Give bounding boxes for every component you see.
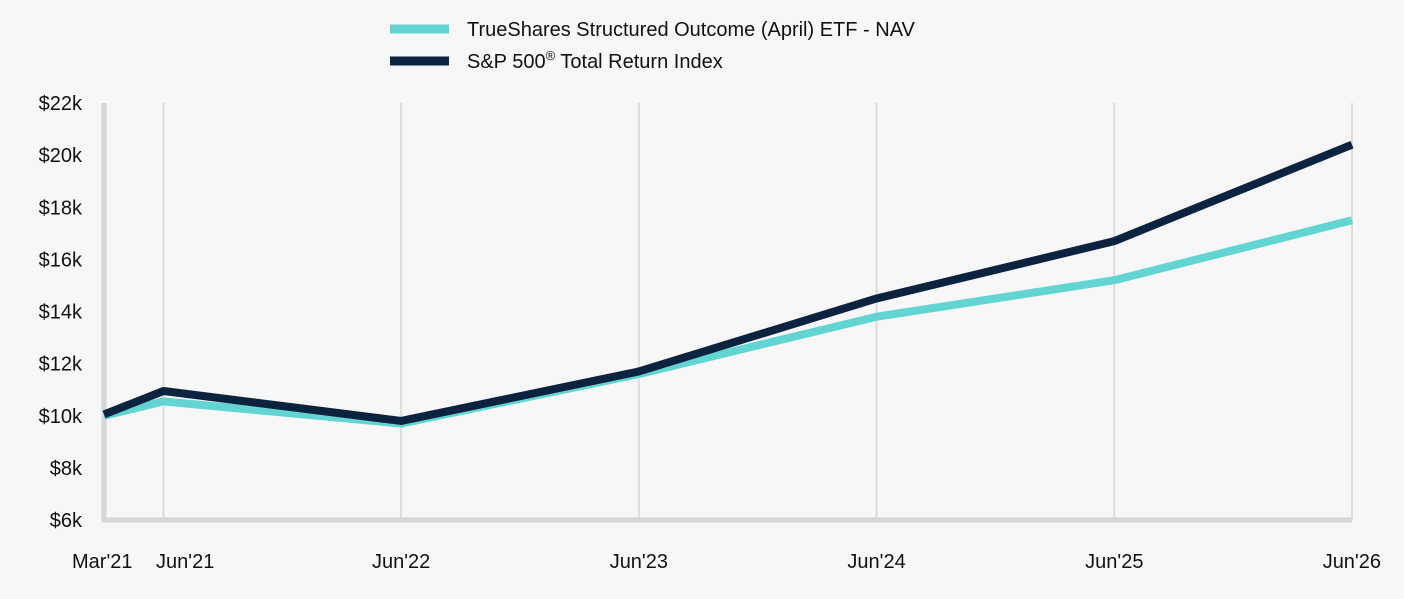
- legend-item-sp500: S&P 500® Total Return Index: [390, 48, 723, 73]
- x-tick-label: Jun'21: [156, 551, 214, 573]
- x-tick-label: Jun'23: [610, 551, 668, 573]
- series-lines: [102, 140, 1354, 428]
- legend-item-trueshares: TrueShares Structured Outcome (April) ET…: [390, 19, 916, 41]
- legend-label-sp500: S&P 500® Total Return Index: [467, 48, 723, 73]
- x-tick-label: Jun'26: [1323, 551, 1381, 573]
- series-line-0: [103, 216, 1353, 428]
- y-tick-label: $16k: [39, 249, 83, 271]
- legend: TrueShares Structured Outcome (April) ET…: [390, 19, 916, 73]
- legend-label-sp500-rest: Total Return Index: [555, 51, 723, 73]
- x-tick-label: Mar'21: [72, 551, 133, 573]
- y-tick-label: $22k: [39, 93, 83, 115]
- x-tick-label: Jun'24: [847, 551, 905, 573]
- x-tick-label: Jun'25: [1085, 551, 1143, 573]
- y-tick-label: $14k: [39, 302, 83, 324]
- y-tick-label: $18k: [39, 197, 83, 219]
- series-line-1: [102, 140, 1354, 425]
- y-tick-label: $8k: [50, 458, 83, 480]
- legend-label-sp500-main: S&P 500: [467, 51, 546, 73]
- y-tick-label: $10k: [39, 406, 83, 428]
- legend-label-trueshares: TrueShares Structured Outcome (April) ET…: [467, 19, 916, 41]
- legend-label-sp500-sup: ®: [546, 48, 556, 63]
- axes: $6k $8k $10k $12k $14k $16k $18k $20k $22k Mar'21…: [39, 93, 1381, 573]
- x-tick-label: Jun'22: [372, 551, 430, 573]
- y-tick-label: $20k: [39, 145, 83, 167]
- grid-lines: [162, 103, 1353, 520]
- y-tick-label: $6k: [50, 510, 83, 532]
- y-tick-label: $12k: [39, 354, 83, 376]
